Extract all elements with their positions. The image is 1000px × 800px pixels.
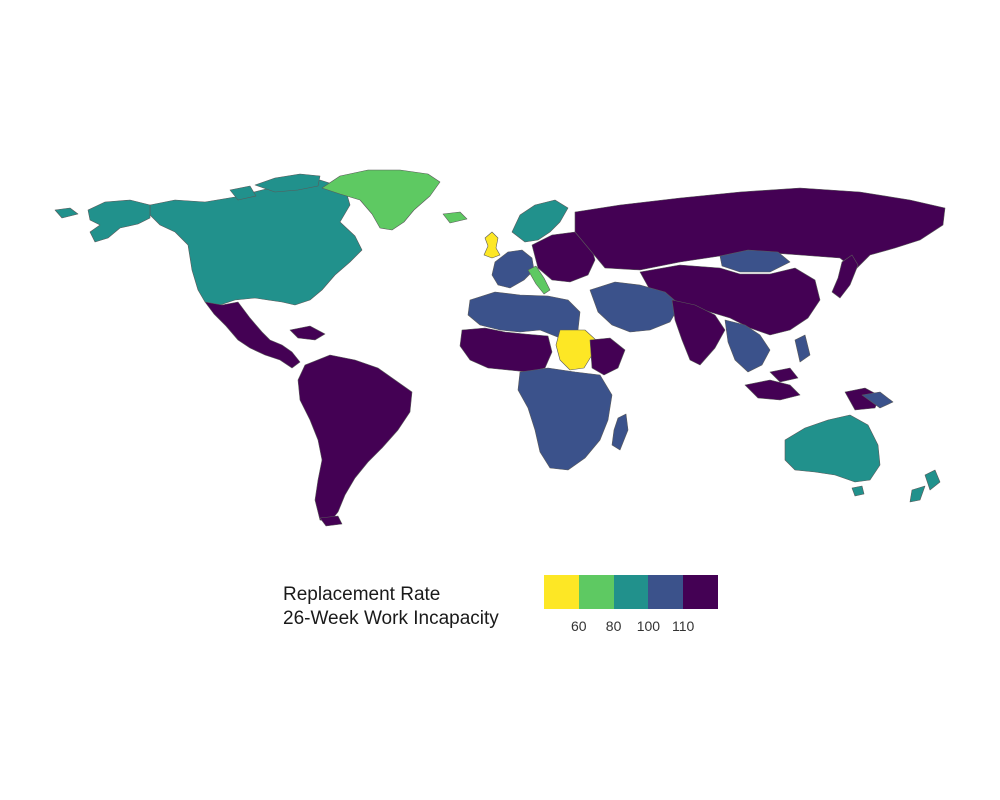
region-greenland [442,211,468,224]
region-southeast-asia [861,391,894,409]
legend-tick-label: 110 [672,618,695,634]
region-madagascar [611,413,629,451]
region-australia [784,414,881,483]
region-southeast-asia [794,334,811,363]
legend-tick-label: 80 [605,618,622,634]
legend-color-bar [544,575,718,609]
region-mongolia [719,249,791,273]
region-mexico-central-america [204,301,301,369]
region-western-europe [491,249,535,289]
region-greenland [321,169,441,231]
legend-swatch-4 [648,575,684,609]
region-sudan [555,329,597,371]
region-italy [527,265,551,295]
legend-tick-label: 60 [571,618,587,634]
legend-tick-label: 100 [636,618,661,634]
region-new-zealand [924,469,941,491]
region-sahel [459,327,553,373]
region-india [671,299,726,366]
region-north-america [254,173,321,193]
region-south-america [297,354,413,523]
region-alaska [54,207,79,219]
region-south-america [319,515,343,527]
legend-title-line1: Replacement Rate [283,584,441,605]
legend-swatch-2 [578,575,614,609]
legend-title-line2: 26-Week Work Incapacity [283,608,499,629]
region-scandinavia [511,199,569,243]
region-ethiopia [589,337,626,376]
legend-swatch-1 [544,575,579,609]
region-russia [574,187,946,271]
region-north-america [149,179,363,306]
region-central-south-africa [517,367,613,471]
region-indonesia [769,367,799,383]
legend-swatch-3 [613,575,649,609]
region-middle-east [589,281,681,333]
region-mexico-central-america [289,325,326,341]
region-southeast-asia [724,319,771,373]
region-eastern-europe [531,231,596,283]
region-indonesia [744,379,801,401]
region-australia [851,485,865,497]
region-japan [831,254,859,299]
legend-swatch-5 [683,575,718,609]
region-united-kingdom [483,231,501,259]
legend-tick-labels: 60 80 100 110 [544,618,718,638]
region-alaska [87,199,151,243]
region-north-america [229,185,257,201]
region-new-zealand [909,485,926,503]
